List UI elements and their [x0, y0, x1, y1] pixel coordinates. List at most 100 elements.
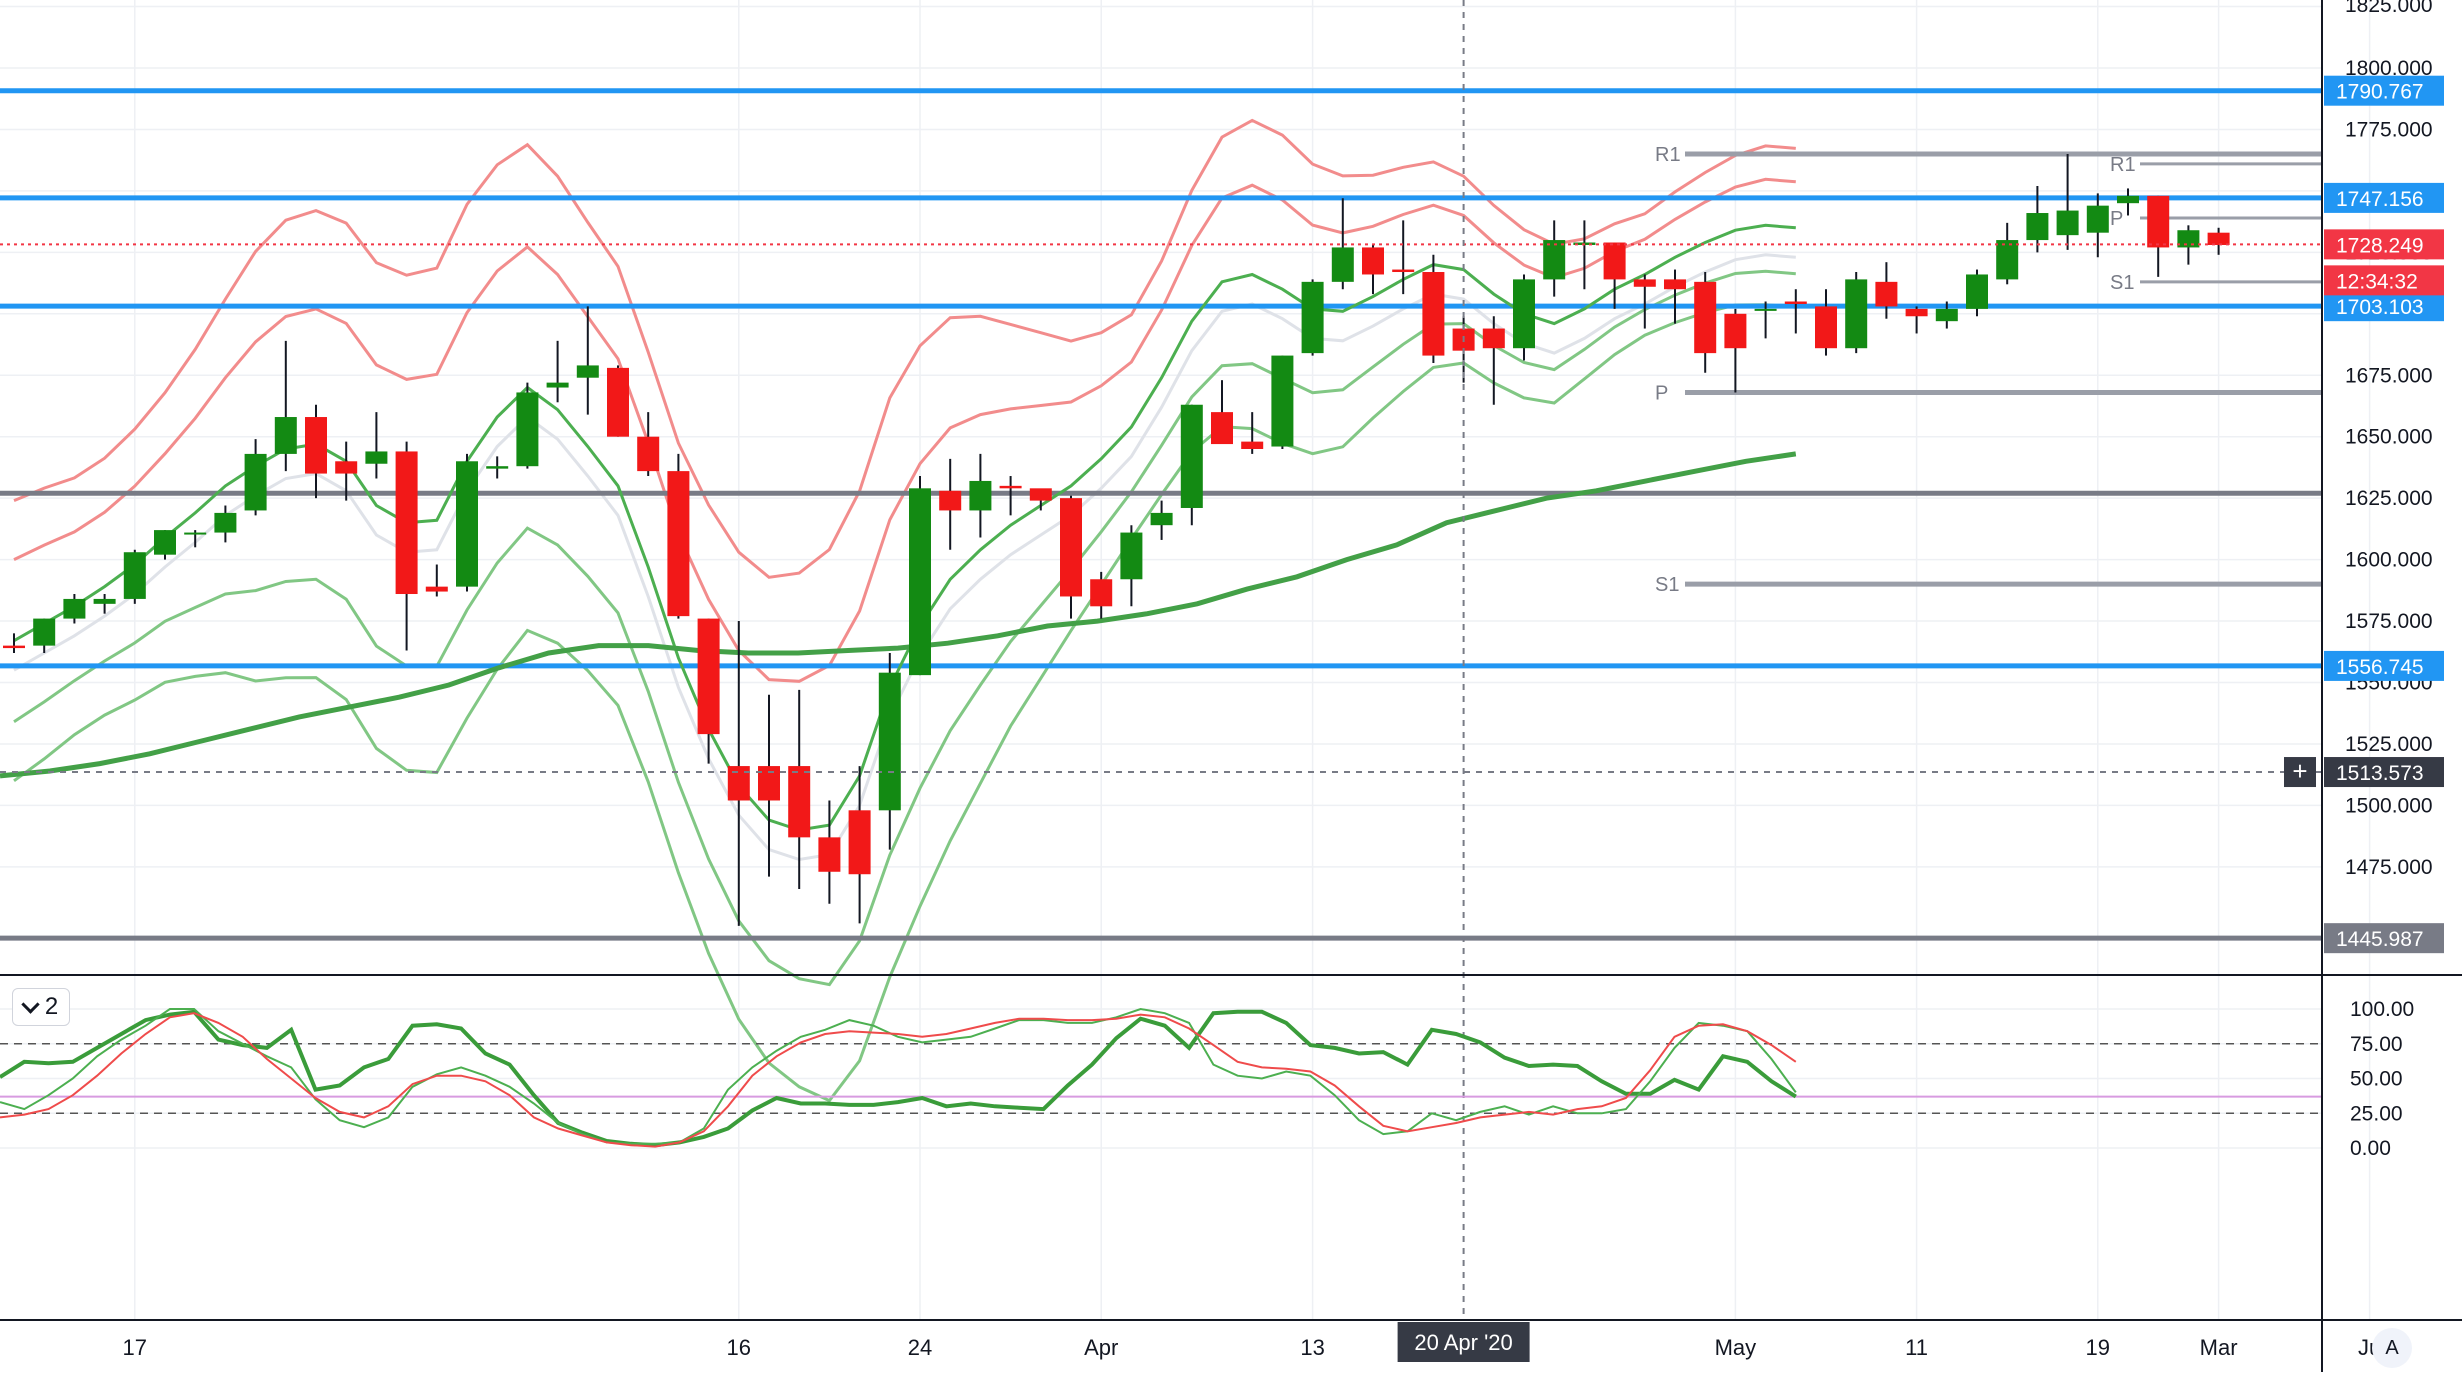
level-price-label: 1790.767: [2336, 81, 2424, 104]
candle[interactable]: [244, 439, 267, 516]
candle[interactable]: [909, 476, 931, 676]
candle[interactable]: [1694, 272, 1717, 373]
candle[interactable]: [2117, 188, 2139, 216]
candle[interactable]: [1090, 571, 1113, 619]
candle-body: [1935, 308, 1958, 322]
candle[interactable]: [607, 365, 629, 437]
candle[interactable]: [1845, 272, 1868, 354]
candle-body: [1815, 306, 1837, 349]
oscillator-pane: [0, 974, 2462, 1148]
crosshair-plus-bg: [2284, 757, 2316, 788]
candle[interactable]: [365, 412, 388, 479]
candle[interactable]: [214, 505, 237, 543]
candle[interactable]: [456, 453, 478, 592]
candle[interactable]: [1060, 495, 1082, 619]
candle[interactable]: [1392, 220, 1415, 295]
candle-body: [425, 586, 448, 592]
candle[interactable]: [1815, 289, 1837, 356]
candle[interactable]: [123, 549, 146, 604]
candle[interactable]: [1362, 244, 1384, 295]
candle[interactable]: [274, 340, 297, 472]
candle[interactable]: [1180, 404, 1203, 526]
candle[interactable]: [1664, 269, 1686, 324]
horizontal-levels[interactable]: [0, 88, 2322, 941]
candle[interactable]: [576, 306, 599, 415]
price-tick-label: 1775.000: [2345, 118, 2433, 141]
candle[interactable]: [1633, 274, 1656, 329]
candle-body: [1362, 247, 1384, 275]
time-tick-label: Mar: [2200, 1335, 2238, 1360]
candle[interactable]: [637, 412, 660, 477]
candle[interactable]: [154, 530, 176, 560]
candle[interactable]: [3, 633, 25, 654]
candle[interactable]: [1301, 279, 1324, 356]
candle[interactable]: [788, 689, 811, 889]
candle[interactable]: [1211, 380, 1233, 445]
auto-scale-button[interactable]: A: [2372, 1328, 2412, 1368]
candle-body: [1392, 269, 1415, 273]
candle-body: [1966, 274, 1988, 309]
candle[interactable]: [818, 800, 841, 904]
candle[interactable]: [1573, 220, 1596, 290]
candle-body: [1633, 279, 1656, 287]
candle[interactable]: [1905, 306, 1928, 334]
candle[interactable]: [1754, 301, 1777, 339]
candle[interactable]: [2086, 193, 2109, 258]
candle[interactable]: [1603, 242, 1626, 309]
candle[interactable]: [486, 456, 509, 479]
candles[interactable]: [3, 154, 2230, 926]
candle[interactable]: [425, 564, 448, 597]
price-tick-label: 1825.000: [2345, 0, 2433, 17]
osc-series-line: [0, 1012, 1797, 1148]
candle[interactable]: [2207, 227, 2230, 255]
candle[interactable]: [1271, 355, 1294, 449]
candle[interactable]: [969, 453, 992, 538]
candle[interactable]: [1331, 198, 1354, 290]
candle[interactable]: [1996, 222, 2019, 285]
candle[interactable]: [1543, 220, 1566, 297]
candle[interactable]: [1875, 262, 1898, 319]
candle-body: [486, 466, 509, 469]
candle[interactable]: [1513, 274, 1535, 361]
candle[interactable]: [1029, 488, 1052, 511]
candle[interactable]: [999, 476, 1022, 516]
candle[interactable]: [758, 694, 780, 877]
candle[interactable]: [33, 618, 56, 654]
candle[interactable]: [93, 594, 116, 614]
candle[interactable]: [848, 766, 871, 924]
candle[interactable]: [1935, 301, 1958, 329]
candle-body: [244, 453, 267, 511]
candle[interactable]: [1724, 308, 1747, 393]
candle[interactable]: [305, 404, 327, 499]
pane-toggle-button[interactable]: 2: [12, 988, 70, 1026]
osc-series-line: [0, 1009, 1797, 1148]
pivot-label: R1: [1655, 144, 1681, 166]
candle[interactable]: [1150, 500, 1173, 540]
candle-body: [1211, 412, 1233, 445]
candle[interactable]: [2056, 154, 2079, 250]
candle[interactable]: [939, 458, 962, 550]
price-tick-label: 1600.000: [2345, 549, 2433, 572]
candle[interactable]: [1422, 254, 1445, 363]
candle[interactable]: [335, 441, 358, 501]
candle[interactable]: [516, 382, 539, 469]
level-price-label: 1747.156: [2336, 188, 2424, 211]
candle[interactable]: [1241, 412, 1264, 454]
candle[interactable]: [546, 340, 569, 403]
candle[interactable]: [2147, 195, 2170, 277]
candle-body: [607, 367, 629, 437]
candle[interactable]: [1966, 269, 1988, 317]
candle[interactable]: [395, 441, 418, 651]
candle[interactable]: [878, 653, 901, 850]
candle[interactable]: [727, 621, 750, 926]
candle-body: [1029, 488, 1052, 501]
candle[interactable]: [1784, 289, 1807, 334]
candle[interactable]: [184, 530, 207, 548]
candle[interactable]: [667, 453, 690, 619]
candle[interactable]: [1120, 525, 1143, 607]
candle[interactable]: [2177, 225, 2200, 265]
candle[interactable]: [697, 618, 720, 764]
candle[interactable]: [1482, 316, 1505, 405]
candle[interactable]: [2026, 185, 2049, 253]
candle[interactable]: [63, 594, 86, 624]
